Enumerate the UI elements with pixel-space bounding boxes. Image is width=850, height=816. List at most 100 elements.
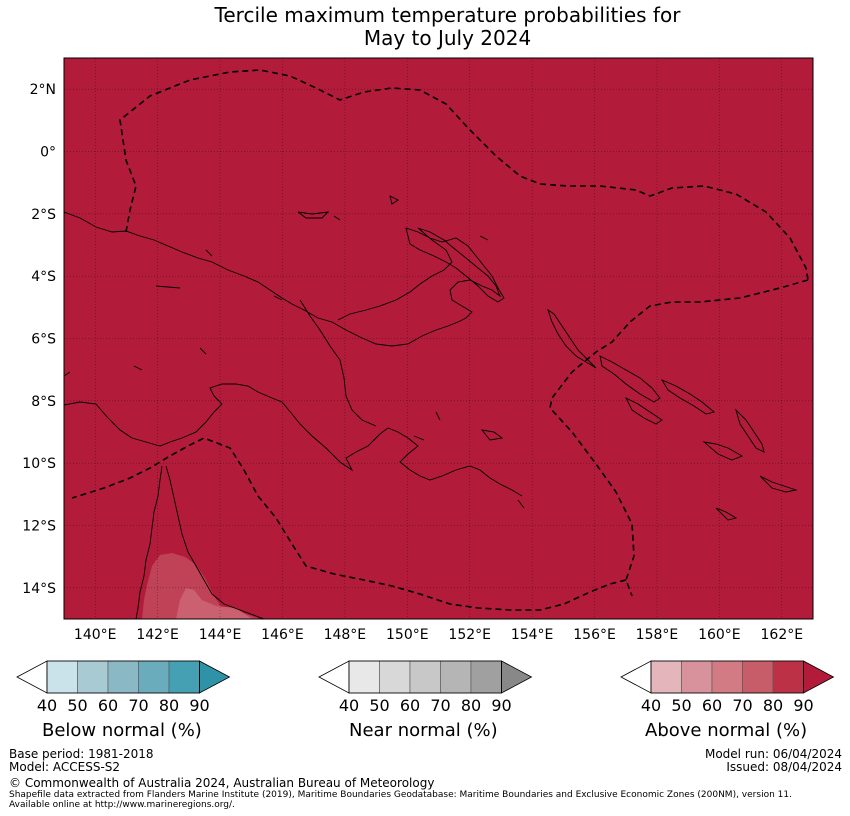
lon-tick-label: 140°E — [74, 627, 117, 643]
colorbar-cell — [107, 660, 139, 694]
colorbar-tick-label: 80 — [461, 696, 481, 715]
colorbar-cell — [46, 660, 78, 694]
eez-boundary — [71, 69, 809, 611]
lat-tick-label: 2°N — [30, 82, 56, 98]
colorbars: 40 50 60 70 80 90 40 50 60 70 80 90 40 50 60 70 80 90 — [16, 660, 835, 715]
colorbar-tick-label: 60 — [98, 696, 118, 715]
colorbar-tick-label: 50 — [671, 696, 691, 715]
lat-tick-label: 0° — [40, 145, 56, 161]
issued-date: Issued: 08/04/2024 — [726, 760, 842, 774]
colorbar-cell — [348, 660, 380, 694]
coast-new-britain — [405, 227, 505, 303]
colorbar-cell — [77, 660, 109, 694]
colorbar-tick-label: 90 — [793, 696, 813, 715]
coast-cape-york — [135, 465, 265, 619]
lat-tick-label: 10°S — [22, 456, 56, 472]
eez-boundary-east — [549, 279, 809, 597]
colorbar-cell — [138, 660, 170, 694]
colorbar-tick-label: 40 — [641, 696, 661, 715]
lon-tick-label: 142°E — [136, 627, 179, 643]
colorbar-cell — [379, 660, 411, 694]
colorbar-cell — [711, 660, 743, 694]
colorbar-over-triangle — [199, 660, 231, 694]
colorbar-under-triangle — [318, 660, 350, 694]
lon-tick-label: 148°E — [324, 627, 367, 643]
coast-solomons-1 — [660, 379, 715, 415]
colorbar-tick-label: 70 — [128, 696, 148, 715]
lon-tick-label: 154°E — [511, 627, 554, 643]
chart-title: Tercile maximum temperature probabilitie… — [0, 4, 850, 50]
title-line-2: May to July 2024 — [363, 26, 532, 50]
colorbar-cell — [742, 660, 774, 694]
lon-tick-label: 162°E — [761, 627, 804, 643]
colorbar-cell — [440, 660, 472, 694]
colorbar-outline — [650, 660, 804, 694]
colorbar-tick-label: 80 — [763, 696, 783, 715]
colorbar-cell — [409, 660, 441, 694]
base-period: Base period: 1981-2018 — [9, 747, 154, 761]
lon-tick-label: 160°E — [698, 627, 741, 643]
near-normal-title: Near normal (%) — [349, 720, 498, 741]
lower-probability-patch-inner — [176, 588, 252, 619]
colorbar-outline — [46, 660, 200, 694]
lon-tick-label: 150°E — [386, 627, 429, 643]
eez-boundary-south — [71, 437, 627, 611]
eez-boundary-north — [119, 69, 809, 281]
coast-fly-river — [299, 299, 377, 427]
coast-islands-east — [413, 411, 525, 509]
colorbar-tick-label: 60 — [702, 696, 722, 715]
colorbar-cell — [168, 660, 200, 694]
coast-solomons-5 — [759, 475, 798, 493]
colorbar-tick-label: 70 — [732, 696, 752, 715]
latitude-labels: 2°N 0° 2°S 4°S 6°S 8°S 10°S 12°S 14°S — [22, 82, 56, 597]
colorbar-0: 40 50 60 70 80 90 — [16, 660, 231, 715]
colorbar-tick-label: 60 — [400, 696, 420, 715]
coast-solomons-2 — [624, 396, 663, 425]
colorbar-tick-label: 80 — [159, 696, 179, 715]
lon-tick-label: 152°E — [448, 627, 491, 643]
colorbar-tick-label: 90 — [491, 696, 511, 715]
colorbar-tick-label: 40 — [339, 696, 359, 715]
colorbar-2: 40 50 60 70 80 90 — [620, 660, 835, 715]
lower-probability-patch — [142, 553, 260, 619]
colorbar-cell — [772, 660, 804, 694]
coast-islands-west — [133, 249, 283, 371]
lon-tick-label: 158°E — [636, 627, 679, 643]
lat-tick-label: 2°S — [31, 207, 56, 223]
copyright: © Commonwealth of Australia 2024, Austra… — [9, 776, 435, 790]
lat-tick-label: 4°S — [31, 269, 56, 285]
colorbar-outline — [348, 660, 502, 694]
title-line-1: Tercile maximum temperature probabilitie… — [214, 3, 681, 27]
lat-tick-label: 12°S — [22, 519, 56, 535]
lat-tick-label: 8°S — [31, 394, 56, 410]
colorbar-cell — [470, 660, 502, 694]
colorbar-over-triangle — [803, 660, 835, 694]
model-run: Model run: 06/04/2024 — [704, 747, 842, 761]
shapefile-credit-1: Shapefile data extracted from Flanders M… — [9, 790, 792, 800]
coast-new-ireland — [547, 308, 597, 369]
lon-tick-label: 156°E — [573, 627, 616, 643]
coast-new-guinea — [64, 211, 502, 347]
shapefile-credit-2: Available online at http://www.marinereg… — [9, 800, 235, 810]
colorbar-tick-label: 90 — [189, 696, 209, 715]
map-border — [63, 57, 814, 620]
lat-tick-label: 6°S — [31, 332, 56, 348]
coastlines — [64, 195, 798, 619]
colorbar-over-triangle — [501, 660, 533, 694]
colorbar-cell — [681, 660, 713, 694]
coast-new-guinea-south — [64, 371, 523, 497]
colorbar-tick-label: 50 — [369, 696, 389, 715]
coast-islands-north — [297, 195, 489, 241]
longitude-labels: 140°E 142°E 144°E 146°E 148°E 150°E 152°E 154°E… — [74, 627, 803, 643]
colorbar-tick-label: 40 — [37, 696, 57, 715]
colorbar-1: 40 50 60 70 80 90 — [318, 660, 533, 715]
colorbar-under-triangle — [620, 660, 652, 694]
colorbar-tick-label: 50 — [67, 696, 87, 715]
coast-bougainville — [599, 355, 661, 403]
coast-solomons-3 — [735, 408, 765, 453]
colorbar-tick-label: 70 — [430, 696, 450, 715]
colorbar-under-triangle — [16, 660, 48, 694]
below-normal-title: Below normal (%) — [42, 720, 202, 741]
lat-tick-label: 14°S — [22, 581, 56, 597]
